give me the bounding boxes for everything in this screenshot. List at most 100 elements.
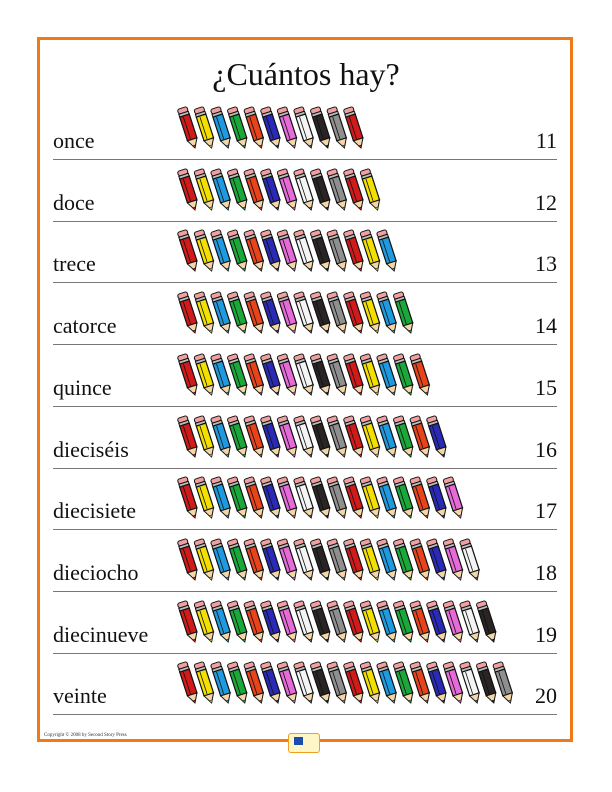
pencil-icon: [243, 229, 265, 273]
pencil-icon: [227, 353, 248, 396]
pencil-icon: [409, 414, 431, 458]
pencil-icon: [376, 414, 397, 458]
row-rule: [53, 282, 557, 284]
pencil-icon: [243, 353, 265, 396]
count-row: once 11: [53, 98, 557, 160]
pencil-icon: [260, 476, 281, 520]
number-word: diecisiete: [53, 498, 137, 524]
pencil-icon: [210, 414, 231, 458]
pencil-icon: [326, 168, 348, 211]
pencil-icon: [426, 476, 447, 520]
pencil-icon: [409, 476, 431, 520]
pencil-icon: [260, 414, 281, 458]
pencil-icon: [260, 661, 281, 705]
count-row: diecinueve 19: [53, 592, 557, 654]
pencil-icon: [177, 538, 198, 581]
pencil-icon: [210, 538, 231, 581]
count-row: doce 12: [53, 160, 557, 222]
pencil-icon: [293, 661, 314, 705]
pencil-icon: [193, 353, 215, 396]
pencil-icon: [359, 538, 381, 581]
pencil-icon: [293, 106, 314, 149]
pencil-icon: [193, 168, 215, 211]
pencil-icon: [359, 414, 381, 458]
pencil-icon: [243, 538, 265, 581]
pencil-icon: [310, 476, 331, 520]
pencil-group: [177, 106, 364, 149]
number-numeral: 14: [535, 313, 557, 339]
number-numeral: 19: [535, 621, 557, 647]
pencil-icon: [227, 661, 248, 705]
pencil-icon: [310, 229, 331, 273]
count-row: quince 15: [53, 345, 557, 407]
pencil-icon: [343, 229, 364, 273]
pencil-icon: [260, 353, 281, 396]
pencil-icon: [310, 538, 331, 581]
pencil-icon: [409, 353, 431, 396]
row-rule: [53, 467, 557, 469]
number-word: doce: [53, 189, 95, 215]
pencil-icon: [442, 600, 464, 643]
pencil-icon: [177, 229, 198, 273]
pencil-icon: [293, 538, 314, 581]
pencil-icon: [476, 661, 497, 705]
pencil-icon: [343, 661, 364, 705]
pencil-icon: [326, 229, 348, 273]
pencil-icon: [243, 106, 265, 149]
number-word: diecinueve: [53, 621, 149, 647]
pencil-icon: [376, 353, 397, 396]
number-numeral: 17: [535, 498, 557, 524]
pencil-icon: [243, 661, 265, 705]
pencil-icon: [310, 414, 331, 458]
row-rule: [53, 344, 557, 346]
copyright-notice: Copyright © 2008 by Second Story Press: [44, 733, 127, 738]
pencil-icon: [227, 600, 248, 643]
pencil-icon: [293, 291, 314, 335]
pencil-icon: [193, 414, 215, 458]
pencil-icon: [260, 600, 281, 643]
count-row: veinte 20: [53, 653, 557, 716]
pencil-icon: [243, 291, 265, 335]
pencil-icon: [343, 538, 364, 581]
count-row: dieciocho 18: [53, 530, 557, 592]
row-rule: [53, 529, 557, 531]
number-word: catorce: [53, 313, 117, 339]
pencil-icon: [293, 414, 314, 458]
pencil-icon: [210, 291, 231, 335]
pencil-icon: [343, 291, 364, 335]
pencil-icon: [359, 168, 381, 211]
pencil-icon: [376, 229, 397, 273]
pencil-icon: [293, 600, 314, 643]
pencil-icon: [260, 106, 281, 149]
pencil-icon: [459, 661, 480, 705]
pencil-icon: [260, 538, 281, 581]
book-logo-icon: [288, 733, 320, 753]
pencil-icon: [227, 476, 248, 520]
pencil-icon: [409, 661, 431, 705]
pencil-icon: [276, 229, 298, 273]
pencil-icon: [393, 661, 414, 705]
row-rule: [53, 714, 557, 716]
pencil-icon: [442, 476, 464, 520]
pencil-icon: [293, 353, 314, 396]
pencil-icon: [409, 538, 431, 581]
pencil-icon: [326, 353, 348, 396]
number-numeral: 15: [535, 374, 557, 400]
pencil-icon: [326, 600, 348, 643]
pencil-icon: [459, 538, 480, 581]
number-word: trece: [53, 251, 96, 277]
pencil-icon: [193, 476, 215, 520]
pencil-icon: [359, 229, 381, 273]
number-numeral: 11: [535, 128, 557, 153]
pencil-icon: [393, 538, 414, 581]
number-word: dieciséis: [53, 436, 129, 462]
pencil-icon: [193, 600, 215, 643]
pencil-icon: [293, 476, 314, 520]
row-rule: [53, 405, 557, 407]
page-title: ¿Cuántos hay?: [212, 56, 400, 92]
pencil-icon: [343, 353, 364, 396]
pencil-icon: [177, 600, 198, 643]
number-numeral: 20: [535, 683, 557, 709]
pencil-icon: [276, 476, 298, 520]
pencil-icon: [376, 476, 397, 520]
